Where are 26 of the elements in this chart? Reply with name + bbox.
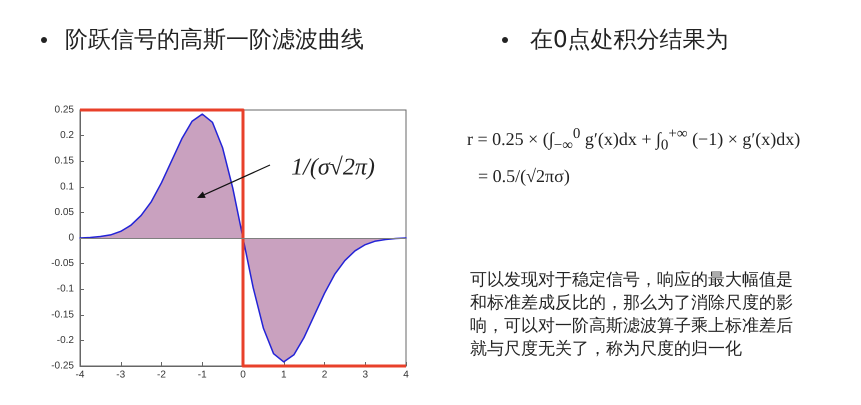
chart-title: 阶跃信号的高斯一阶滤波曲线 xyxy=(65,26,364,55)
x-tick-label: 4 xyxy=(403,370,410,380)
text: 可以发现对于稳定信号，响应的最大幅值是和标准差成反比的，那么为了消除尺度的影响，可以对一阶高斯滤波算子乘上标准差后就与尺度无关了，称为尺度的归一化 xyxy=(470,269,794,361)
y-tick-label: 0.15 xyxy=(54,156,74,167)
x-tick-label: -3 xyxy=(116,370,126,380)
y-tick-label: 0.25 xyxy=(54,104,74,116)
y-tick-label: 0.2 xyxy=(60,130,74,142)
text: r = 0.25 × (∫$_{−∞}$$^{0}$ g′(x)dx + ∫$_{0}$$^{+∞}$ (−1) × g′(x)dx) xyxy=(467,126,800,155)
y-tick-label: -0.15 xyxy=(51,309,74,320)
text: = 0.5/(√2πσ) xyxy=(478,166,570,187)
annotation: 1/(σ√2π) xyxy=(291,154,375,182)
x-tick-label: 0 xyxy=(240,370,246,380)
x-tick-label: 1 xyxy=(280,370,287,380)
y-tick-label: 0.1 xyxy=(60,181,74,192)
x-tick-label: 2 xyxy=(322,370,328,380)
y-tick-label: -0.1 xyxy=(56,284,74,295)
y-tick-label: -0.05 xyxy=(51,258,74,270)
x-tick-label: -4 xyxy=(76,370,85,380)
text: 在0点处积分结果为 xyxy=(530,26,729,55)
x-tick-label: -1 xyxy=(198,370,208,380)
x-tick-label: 3 xyxy=(362,370,368,380)
y-tick-label: -0.25 xyxy=(51,360,74,372)
y-tick-label: -0.2 xyxy=(56,334,74,346)
x-tick-label: -2 xyxy=(157,370,166,380)
y-tick-label: 0 xyxy=(68,232,74,244)
y-tick-label: 0.05 xyxy=(54,206,74,218)
